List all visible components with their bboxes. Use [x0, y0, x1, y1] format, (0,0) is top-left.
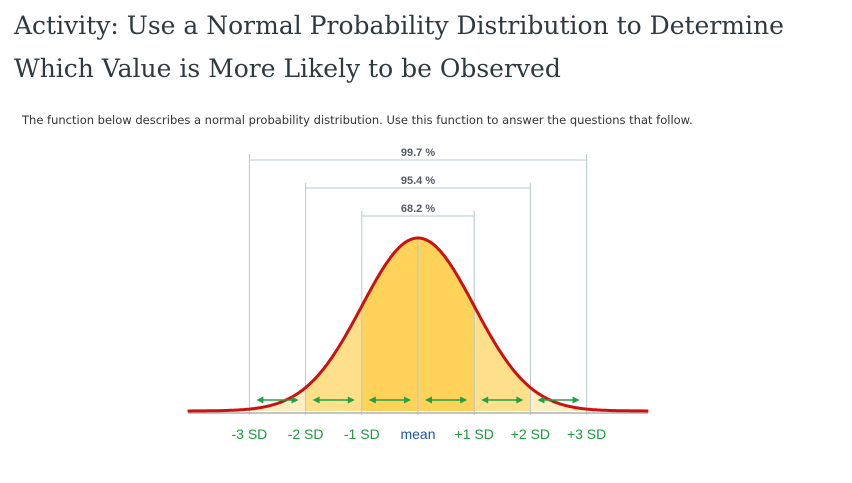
- sd-tick-label: -1 SD: [344, 426, 380, 442]
- sd-tick-label: -3 SD: [232, 426, 268, 442]
- arrow-head-right: [572, 396, 580, 404]
- arrow-head-left: [537, 396, 545, 404]
- intro-text: The function below describes a normal pr…: [22, 113, 693, 127]
- interval-percent-label: 68.2 %: [401, 203, 435, 215]
- sd-tick-label: -2 SD: [288, 426, 324, 442]
- sd-tick-label: +2 SD: [511, 426, 550, 442]
- arrow-head-right: [291, 396, 299, 404]
- interval-percent-label: 95.4 %: [401, 175, 435, 187]
- sd-tick-label: mean: [400, 426, 435, 442]
- arrow-head-left: [425, 396, 432, 404]
- sd-tick-label: +1 SD: [455, 426, 494, 442]
- interval-percent-label: 99.7 %: [401, 147, 435, 159]
- arrow-head-right: [347, 396, 355, 404]
- arrow-head-left: [368, 396, 376, 404]
- sd-tick-label: +3 SD: [567, 426, 606, 442]
- title-line-2: Which Value is More Likely to be Observe…: [14, 54, 561, 83]
- arrow-head-right: [460, 396, 468, 404]
- normal-curve: [187, 236, 649, 413]
- arrow-head-left: [312, 396, 320, 404]
- arrow-head-right: [404, 396, 411, 404]
- title-line-1: Activity: Use a Normal Probability Distr…: [14, 11, 784, 40]
- page-title: Activity: Use a Normal Probability Distr…: [14, 4, 844, 90]
- arrow-head-right: [516, 396, 524, 404]
- arrow-head-left: [481, 396, 489, 404]
- arrow-head-left: [256, 396, 264, 404]
